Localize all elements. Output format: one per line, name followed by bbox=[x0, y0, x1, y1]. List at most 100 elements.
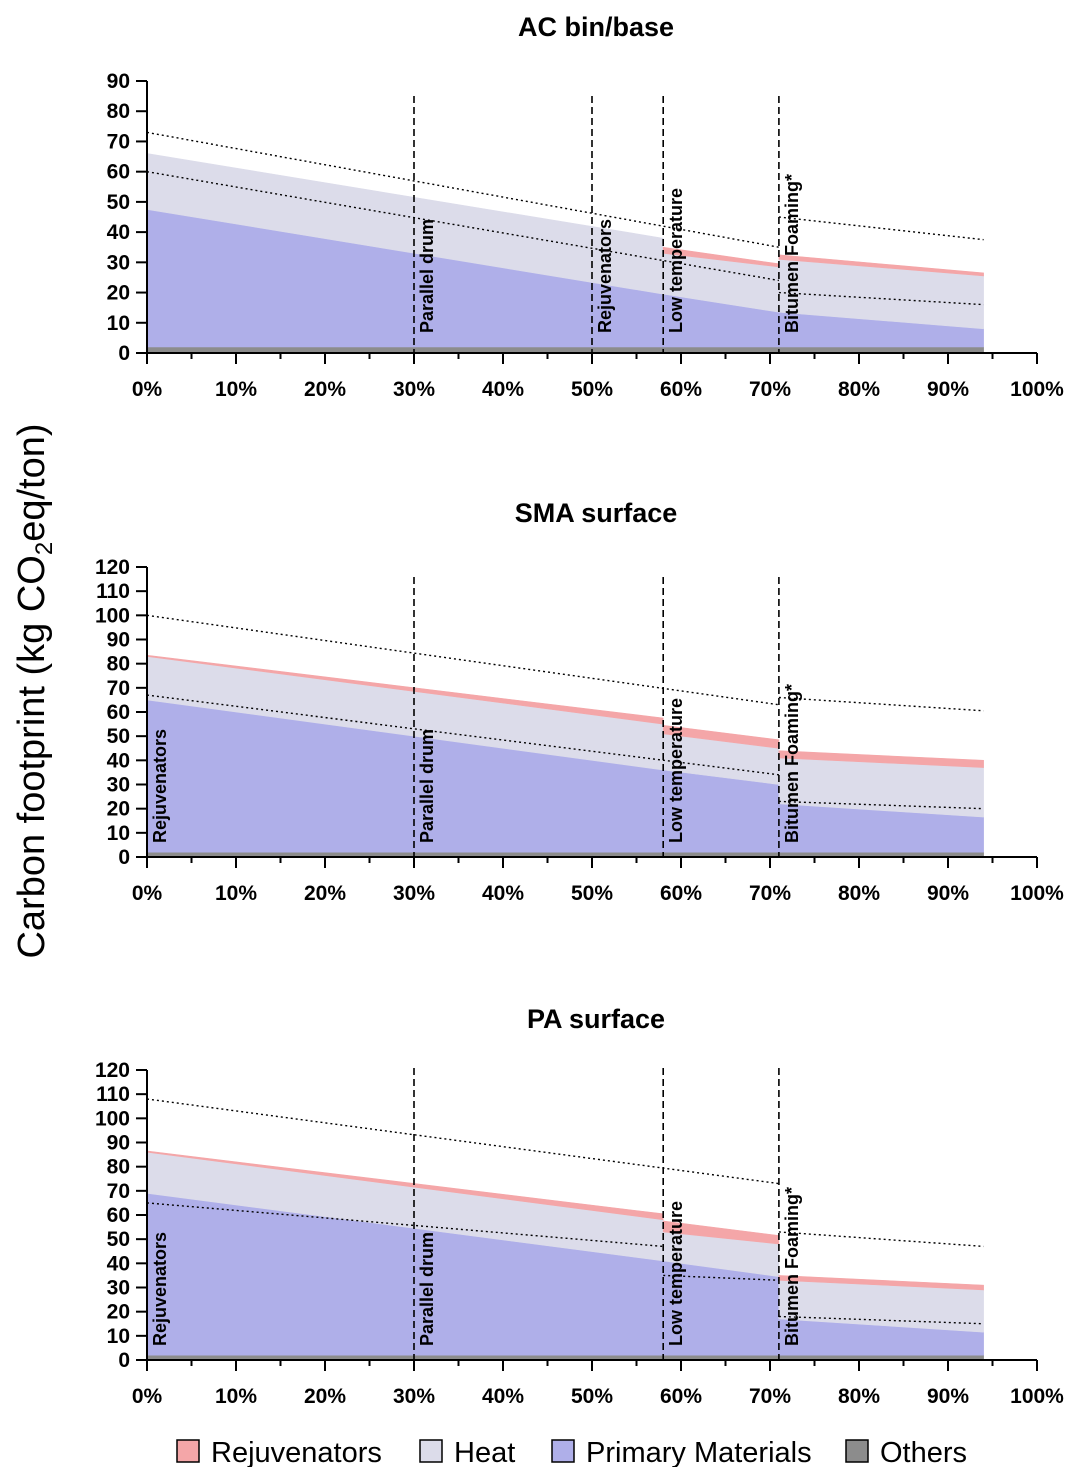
y-tick-label: 10 bbox=[107, 822, 130, 845]
y-tick-label: 10 bbox=[107, 312, 130, 335]
y-tick-label: 30 bbox=[107, 774, 130, 797]
x-tick-label: 40% bbox=[482, 378, 524, 401]
legend: Rejuvenators Heat Primary Materials Othe… bbox=[176, 1437, 967, 1467]
y-axis-label-subscript: 2 bbox=[31, 542, 58, 555]
legend-label-others: Others bbox=[880, 1437, 967, 1467]
y-tick-label: 120 bbox=[95, 1059, 130, 1082]
y-tick-label: 100 bbox=[95, 1107, 130, 1130]
uncertainty-bound-line bbox=[778, 1315, 984, 1325]
uncertainty-bound-line bbox=[146, 131, 780, 248]
y-tick-label: 60 bbox=[107, 701, 130, 724]
legend-item-primary-materials: Primary Materials bbox=[551, 1437, 812, 1467]
x-tick-label: 70% bbox=[749, 1385, 791, 1408]
x-tick-label: 30% bbox=[393, 378, 435, 401]
y-tick-label: 70 bbox=[107, 677, 130, 700]
y-tick-label: 90 bbox=[107, 629, 130, 652]
y-tick-label: 0 bbox=[118, 1349, 130, 1372]
uncertainty-bound-line bbox=[146, 614, 779, 706]
x-tick-label: 100% bbox=[1010, 1385, 1064, 1408]
legend-label-primary-materials: Primary Materials bbox=[586, 1437, 812, 1467]
x-tick-label: 30% bbox=[393, 1385, 435, 1408]
x-tick-label: 90% bbox=[927, 378, 969, 401]
x-tick-label: 60% bbox=[660, 378, 702, 401]
legend-label-heat: Heat bbox=[454, 1437, 515, 1467]
x-tick-label: 50% bbox=[571, 1385, 613, 1408]
x-tick-label: 0% bbox=[132, 378, 163, 401]
y-tick-label: 20 bbox=[107, 282, 130, 305]
legend-item-rejuvenators: Rejuvenators bbox=[176, 1437, 382, 1467]
scenario-label-bitumen-foaming: Bitumen Foaming* bbox=[782, 174, 802, 333]
panel-sma-surface: SMA surface Rejuvenators Parallel drum Low … bbox=[95, 498, 1064, 905]
y-tick-label: 40 bbox=[107, 221, 130, 244]
x-tick-label: 20% bbox=[304, 882, 346, 905]
y-tick-label: 110 bbox=[96, 580, 130, 603]
legend-swatch-others bbox=[845, 1439, 869, 1463]
scenario-label-bitumen-foaming: Bitumen Foaming* bbox=[782, 684, 802, 843]
scenario-label-bitumen-foaming: Bitumen Foaming* bbox=[782, 1187, 802, 1346]
x-tick-label: 20% bbox=[304, 378, 346, 401]
x-tick-label: 100% bbox=[1010, 882, 1064, 905]
scenario-label-parallel-drum: Parallel drum bbox=[417, 729, 437, 843]
y-tick-label: 90 bbox=[107, 1132, 130, 1155]
scenario-label-rejuvenators: Rejuvenators bbox=[150, 729, 170, 843]
legend-label-rejuvenators: Rejuvenators bbox=[211, 1437, 382, 1467]
legend-swatch-rejuvenators bbox=[176, 1439, 200, 1463]
legend-swatch-heat bbox=[419, 1439, 443, 1463]
x-tick-label: 0% bbox=[132, 882, 163, 905]
uncertainty-bound-line bbox=[778, 800, 984, 810]
legend-swatch-primary-materials bbox=[551, 1439, 575, 1463]
y-tick-label: 50 bbox=[107, 725, 130, 748]
x-tick-label: 10% bbox=[215, 378, 257, 401]
scenario-label-rejuvenators: Rejuvenators bbox=[150, 1232, 170, 1346]
scenario-label-rejuvenators: Rejuvenators bbox=[595, 219, 615, 333]
y-tick-label: 10 bbox=[107, 1325, 130, 1348]
y-axis-label-tail: eq/ton) bbox=[11, 423, 53, 541]
scenario-label-low-temperature: Low temperature bbox=[666, 698, 686, 843]
y-tick-label: 110 bbox=[96, 1083, 130, 1106]
chart-title: PA surface bbox=[527, 1004, 665, 1034]
y-tick-label: 50 bbox=[107, 191, 130, 214]
y-tick-label: 80 bbox=[107, 1156, 130, 1179]
x-tick-label: 40% bbox=[482, 1385, 524, 1408]
x-tick-label: 80% bbox=[838, 1385, 880, 1408]
y-tick-label: 30 bbox=[107, 251, 130, 274]
legend-item-heat: Heat bbox=[419, 1437, 515, 1467]
chart-title: AC bin/base bbox=[518, 12, 674, 42]
y-tick-label: 40 bbox=[107, 749, 130, 772]
y-tick-label: 20 bbox=[107, 798, 130, 821]
y-tick-label: 120 bbox=[95, 556, 130, 579]
y-tick-label: 30 bbox=[107, 1277, 130, 1300]
x-tick-label: 30% bbox=[393, 882, 435, 905]
x-tick-label: 100% bbox=[1010, 378, 1064, 401]
x-tick-label: 70% bbox=[749, 378, 791, 401]
x-tick-label: 90% bbox=[927, 882, 969, 905]
scenario-label-parallel-drum: Parallel drum bbox=[417, 219, 437, 333]
x-tick-label: 60% bbox=[660, 882, 702, 905]
x-tick-label: 80% bbox=[838, 882, 880, 905]
chart-title: SMA surface bbox=[515, 498, 678, 528]
legend-item-others: Others bbox=[845, 1437, 967, 1467]
panel-pa-surface: PA surface Rejuvenators Parallel drum Low t… bbox=[95, 1004, 1064, 1408]
y-axis-label-main: Carbon footprint (kg CO bbox=[11, 555, 53, 958]
x-tick-label: 40% bbox=[482, 882, 524, 905]
y-tick-label: 50 bbox=[107, 1228, 130, 1251]
uncertainty-bound-line bbox=[778, 291, 984, 306]
y-tick-label: 40 bbox=[107, 1252, 130, 1275]
uncertainty-bound-line bbox=[146, 694, 779, 776]
uncertainty-bound-line bbox=[778, 696, 984, 712]
scenario-label-parallel-drum: Parallel drum bbox=[417, 1232, 437, 1346]
panel-ac-bin-base: AC bin/base Parallel drum Rejuvenators Low … bbox=[107, 12, 1065, 401]
x-tick-label: 60% bbox=[660, 1385, 702, 1408]
y-tick-label: 90 bbox=[107, 70, 130, 93]
x-tick-label: 50% bbox=[571, 378, 613, 401]
y-tick-label: 80 bbox=[107, 100, 130, 123]
scenario-label-low-temperature: Low temperature bbox=[666, 1201, 686, 1346]
y-tick-label: 80 bbox=[107, 653, 130, 676]
scenario-label-low-temperature: Low temperature bbox=[666, 188, 686, 333]
x-tick-label: 10% bbox=[215, 882, 257, 905]
y-axis-label: Carbon footprint (kg CO2eq/ton) bbox=[11, 423, 58, 958]
y-tick-label: 70 bbox=[107, 1180, 130, 1203]
uncertainty-bound-line bbox=[146, 170, 780, 282]
x-tick-label: 70% bbox=[749, 882, 791, 905]
